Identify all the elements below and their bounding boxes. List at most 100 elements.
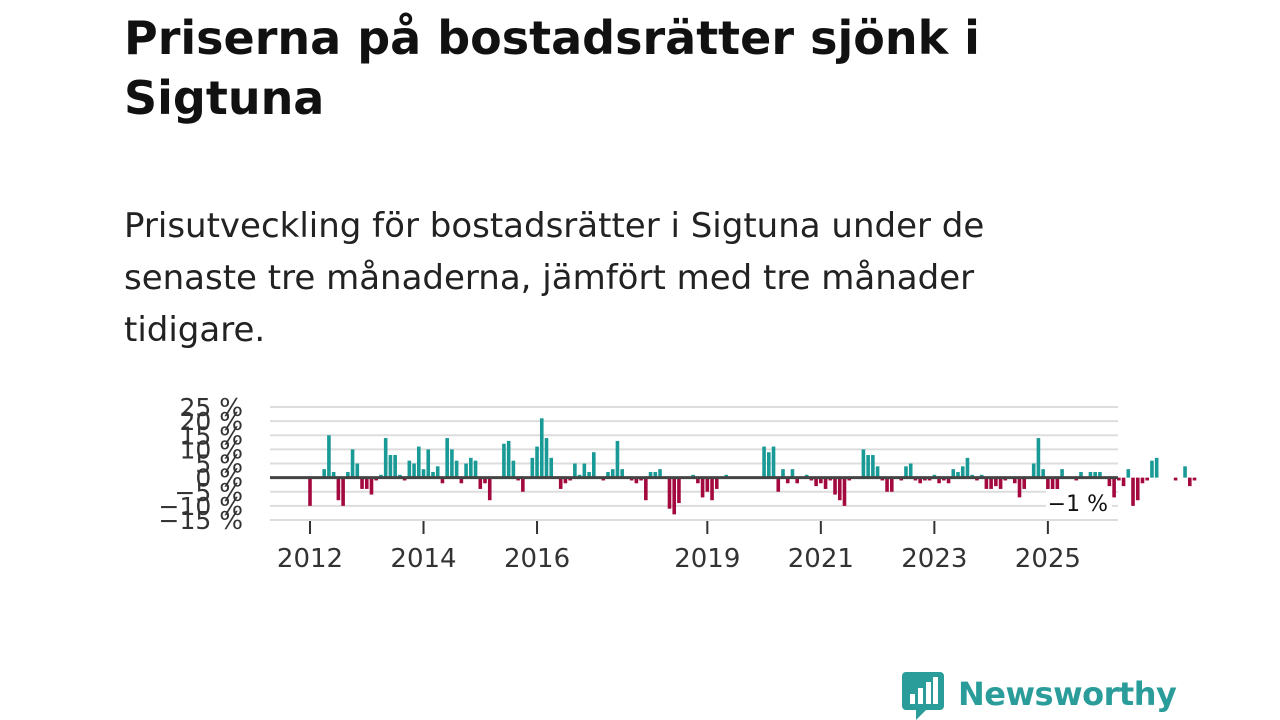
bar: [454, 460, 459, 478]
bar: [984, 477, 989, 489]
y-tick-label: 5 %: [195, 450, 243, 479]
bar: [558, 477, 563, 489]
bar: [634, 477, 639, 484]
bar: [823, 477, 828, 489]
gridlines: [270, 406, 1118, 521]
brand-logo: Newsworthy: [902, 668, 1177, 720]
y-tick-label: 10 %: [179, 435, 243, 464]
bar: [1150, 460, 1154, 478]
bar: [483, 477, 487, 484]
bar: [1187, 477, 1192, 487]
bar: [426, 449, 431, 478]
y-tick-label: 0 %: [195, 464, 243, 493]
bar: [700, 477, 705, 498]
bar: [1088, 471, 1093, 478]
bar: [1107, 477, 1112, 487]
brand-name: Newsworthy: [958, 675, 1177, 713]
bar: [435, 466, 440, 478]
bar: [767, 452, 771, 478]
bar: [327, 435, 331, 478]
x-tick-label: 2021: [788, 544, 854, 574]
bar: [1046, 477, 1050, 495]
bar: [795, 477, 799, 484]
bar: [341, 477, 345, 506]
newsworthy-logo-icon: [902, 672, 944, 720]
bar: [582, 463, 587, 478]
bar: [648, 471, 653, 478]
bar: [1121, 477, 1126, 487]
bar: [989, 477, 993, 489]
bar: [1017, 477, 1022, 498]
last-value-label-bg: [1046, 489, 1112, 517]
bar: [587, 471, 591, 478]
bar: [459, 477, 464, 484]
bar: [450, 449, 454, 478]
bar: [606, 471, 610, 478]
y-tick-label: 25 %: [179, 393, 243, 422]
bar: [1192, 477, 1197, 481]
bar: [875, 466, 880, 478]
bar: [960, 466, 965, 478]
bar: [592, 452, 596, 478]
bar: [1154, 457, 1159, 478]
bar: [573, 463, 577, 478]
bar: [918, 477, 922, 484]
bar: [336, 477, 341, 501]
bar: [416, 446, 421, 478]
bar: [885, 477, 889, 492]
bar: [653, 471, 658, 478]
bar: [431, 471, 435, 478]
bar: [478, 477, 483, 489]
y-tick-label: −15 %: [159, 506, 243, 535]
bar: [1079, 471, 1083, 478]
x-tick-label: 2023: [901, 544, 967, 574]
bar: [781, 469, 785, 478]
bar: [672, 477, 677, 515]
y-tick-label: 15 %: [179, 421, 243, 450]
bar: [407, 460, 412, 478]
bar: [771, 446, 776, 478]
bar: [994, 477, 998, 487]
bar: [1012, 477, 1017, 484]
bar: [965, 457, 970, 478]
bar: [908, 463, 913, 478]
bar: [1140, 477, 1145, 484]
bar: [511, 460, 516, 478]
bar: [360, 477, 364, 489]
bar: [350, 449, 355, 478]
bar: [1098, 471, 1102, 478]
last-value-label: −1 %: [1048, 492, 1108, 517]
bar: [502, 443, 506, 478]
bar: [506, 440, 511, 478]
bar: [819, 477, 823, 484]
bar: [1183, 466, 1187, 478]
bar: [521, 477, 525, 492]
bar: [388, 455, 393, 478]
bar: [776, 477, 781, 492]
bar: [346, 471, 350, 478]
bar: [383, 438, 388, 478]
y-tick-label: −10 %: [159, 492, 243, 521]
bar: [1022, 477, 1027, 489]
bar: [937, 477, 941, 484]
bar: [696, 477, 700, 484]
bar: [393, 455, 397, 478]
bar: [1036, 438, 1041, 478]
bar: [1173, 477, 1178, 481]
bar: [667, 477, 672, 509]
bar: [710, 477, 714, 501]
bar: [322, 469, 326, 478]
bar: [1041, 469, 1045, 478]
x-tick-label: 2012: [277, 544, 343, 574]
y-tick-label: −5 %: [174, 478, 243, 507]
bar: [530, 457, 535, 478]
x-tick-label: 2019: [674, 544, 740, 574]
bar: [998, 477, 1003, 489]
bar: [866, 455, 870, 478]
x-tick-label: 2025: [1015, 544, 1081, 574]
bar: [814, 477, 818, 487]
bar: [331, 471, 336, 478]
bar: [1031, 463, 1036, 478]
bar: [677, 477, 681, 504]
bar: [355, 463, 360, 478]
